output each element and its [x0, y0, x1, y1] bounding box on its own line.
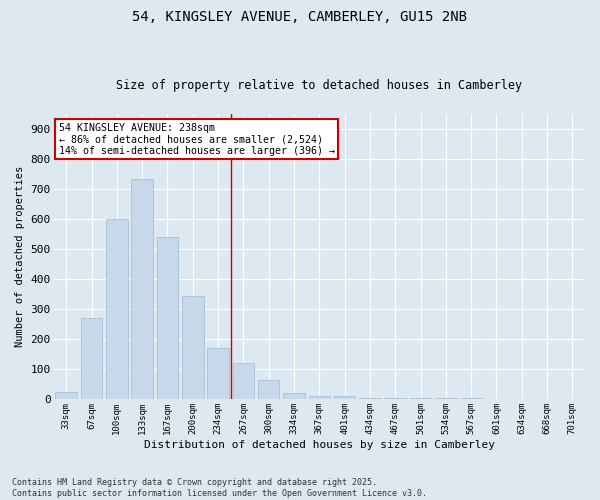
Y-axis label: Number of detached properties: Number of detached properties: [15, 166, 25, 348]
Bar: [334, 396, 355, 400]
Bar: [536, 398, 558, 400]
Bar: [81, 318, 102, 400]
Bar: [511, 398, 532, 400]
Bar: [385, 398, 406, 400]
Bar: [435, 398, 457, 400]
Bar: [55, 392, 77, 400]
Bar: [359, 398, 380, 400]
Bar: [182, 296, 203, 400]
Bar: [258, 380, 280, 400]
Title: Size of property relative to detached houses in Camberley: Size of property relative to detached ho…: [116, 79, 523, 92]
Text: Contains HM Land Registry data © Crown copyright and database right 2025.
Contai: Contains HM Land Registry data © Crown c…: [12, 478, 427, 498]
Bar: [233, 364, 254, 400]
Bar: [131, 178, 153, 400]
Bar: [485, 398, 507, 400]
Bar: [460, 398, 482, 400]
Bar: [283, 394, 305, 400]
Bar: [157, 237, 178, 400]
Bar: [106, 219, 128, 400]
Bar: [208, 348, 229, 400]
X-axis label: Distribution of detached houses by size in Camberley: Distribution of detached houses by size …: [144, 440, 495, 450]
Text: 54 KINGSLEY AVENUE: 238sqm
← 86% of detached houses are smaller (2,524)
14% of s: 54 KINGSLEY AVENUE: 238sqm ← 86% of deta…: [59, 122, 335, 156]
Bar: [308, 396, 330, 400]
Text: 54, KINGSLEY AVENUE, CAMBERLEY, GU15 2NB: 54, KINGSLEY AVENUE, CAMBERLEY, GU15 2NB: [133, 10, 467, 24]
Bar: [410, 398, 431, 400]
